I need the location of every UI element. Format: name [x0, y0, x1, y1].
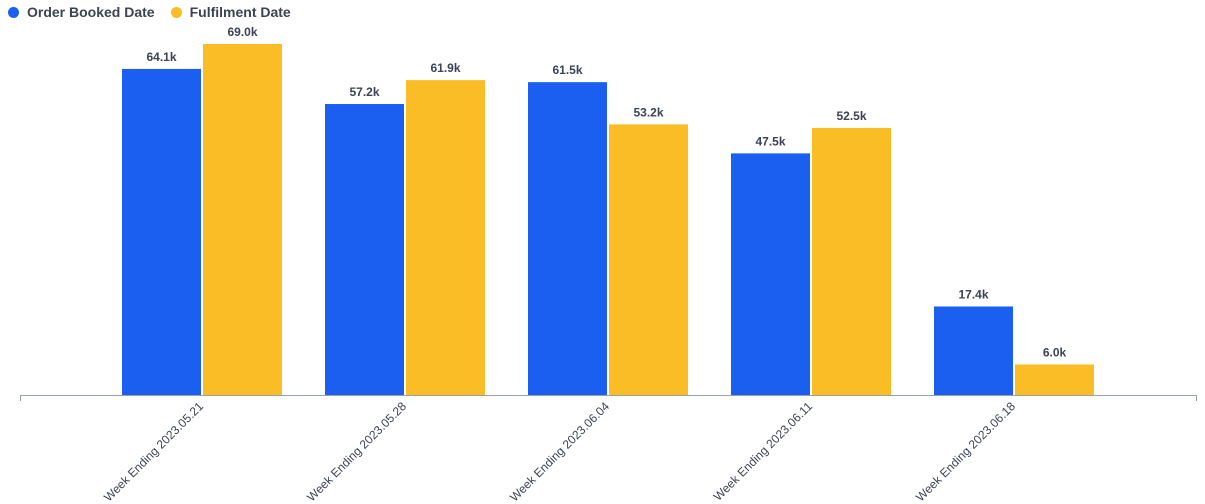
data-label-order-booked-4: 17.4k — [958, 287, 988, 301]
legend-item-order-booked[interactable]: Order Booked Date — [8, 4, 155, 20]
data-label-order-booked-0: 64.1k — [146, 50, 176, 64]
x-tick-label-3: Week Ending 2023.06.11 — [711, 399, 816, 504]
bar-fulfilment-0[interactable] — [203, 44, 282, 395]
data-label-order-booked-1: 57.2k — [349, 85, 379, 99]
legend-marker-order-booked — [8, 6, 19, 18]
data-label-fulfilment-3: 52.5k — [836, 109, 866, 123]
bar-fulfilment-1[interactable] — [406, 80, 485, 395]
legend: Order Booked Date Fulfilment Date — [8, 4, 291, 20]
data-label-fulfilment-2: 53.2k — [633, 105, 663, 119]
legend-label-order-booked: Order Booked Date — [27, 4, 155, 20]
x-tick-label-0: Week Ending 2023.05.21 — [101, 399, 206, 504]
bar-order-booked-2[interactable] — [528, 82, 607, 396]
data-label-fulfilment-1: 61.9k — [430, 61, 460, 75]
x-tick-label-4: Week Ending 2023.06.18 — [913, 399, 1018, 504]
legend-item-fulfilment[interactable]: Fulfilment Date — [170, 4, 291, 20]
data-label-order-booked-3: 47.5k — [755, 134, 785, 148]
bar-order-booked-0[interactable] — [122, 68, 201, 395]
bar-order-booked-3[interactable] — [731, 153, 810, 395]
legend-label-fulfilment: Fulfilment Date — [189, 4, 291, 20]
bar-fulfilment-2[interactable] — [609, 124, 688, 396]
bar-order-booked-4[interactable] — [934, 306, 1013, 395]
data-label-order-booked-2: 61.5k — [552, 63, 582, 77]
x-tick-label-1: Week Ending 2023.05.28 — [304, 399, 409, 504]
data-label-fulfilment-4: 6.0k — [1043, 345, 1067, 359]
data-label-fulfilment-0: 69.0k — [227, 25, 257, 39]
legend-marker-fulfilment — [170, 6, 182, 18]
bar-order-booked-1[interactable] — [325, 104, 404, 395]
bar-fulfilment-3[interactable] — [812, 127, 891, 395]
x-tick-label-2: Week Ending 2023.06.04 — [507, 399, 612, 504]
bar-fulfilment-4[interactable] — [1015, 364, 1094, 395]
